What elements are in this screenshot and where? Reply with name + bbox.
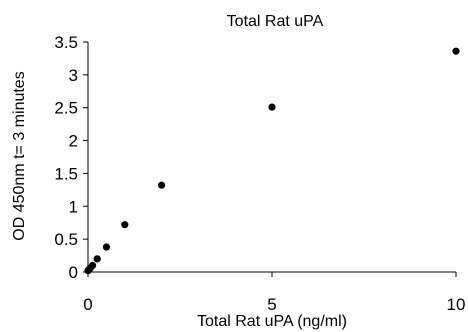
x-axis-title: Total Rat uPA (ng/ml) bbox=[197, 313, 347, 330]
y-tick-label: 1.5 bbox=[54, 164, 78, 183]
data-point bbox=[121, 221, 129, 229]
axes bbox=[87, 42, 456, 273]
x-tick-label: 10 bbox=[447, 295, 466, 314]
y-tick-label: 2.5 bbox=[54, 99, 78, 118]
y-tick-label: 2 bbox=[69, 132, 78, 151]
data-point bbox=[102, 243, 110, 251]
y-tick-label: 3.5 bbox=[54, 33, 78, 52]
data-point bbox=[452, 47, 460, 55]
data-point bbox=[158, 181, 166, 189]
y-axis-title: OD 450nm t= 3 minutes bbox=[11, 71, 28, 240]
y-tick-label: 0 bbox=[69, 263, 78, 282]
data-points bbox=[84, 47, 460, 275]
data-point bbox=[89, 261, 97, 270]
y-tick-label: 3 bbox=[69, 66, 78, 85]
x-tick-label: 0 bbox=[83, 295, 92, 314]
y-axis-ticks: 0 0.5 1 1.5 2 2.5 3 3.5 bbox=[54, 33, 88, 282]
data-point bbox=[268, 103, 276, 111]
y-tick-label: 0.5 bbox=[54, 230, 78, 249]
y-tick-label: 1 bbox=[69, 197, 78, 216]
data-point bbox=[93, 255, 101, 263]
x-tick-label: 5 bbox=[267, 295, 276, 314]
x-axis-ticks: 0 5 10 bbox=[83, 272, 465, 314]
chart-title: Total Rat uPA bbox=[227, 13, 324, 30]
